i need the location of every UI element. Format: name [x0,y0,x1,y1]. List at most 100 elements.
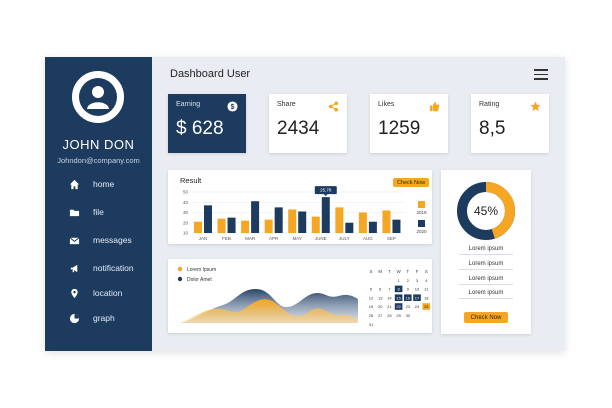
y-tick-label: 20 [183,220,189,225]
calendar-day[interactable]: 12 [369,295,374,300]
stat-card-rating[interactable]: Rating 8,5 [471,94,549,153]
y-tick-label: 50 [183,190,189,195]
legend-swatch-2019 [418,201,425,208]
legend-label: 2019 [416,210,427,215]
x-tick-label: JULY [339,236,350,241]
bar-2020-feb[interactable] [227,217,236,233]
calendar-day-highlight [413,294,421,301]
calendar-day[interactable]: 14 [387,295,392,300]
calendar-day[interactable]: 2 [407,278,410,283]
bar-2020-mar[interactable] [251,201,260,233]
share-icon [328,99,339,112]
calendar-day[interactable]: 18 [424,295,429,300]
dashboard-frame: JOHN DON Johndon@company.com home file m… [45,57,565,351]
list-item[interactable]: Lorem ipsum [459,290,513,299]
bar-2020-sep[interactable] [392,219,401,233]
legend-dot-navy [177,276,183,282]
stat-label: Rating [479,101,500,108]
avatar[interactable] [72,71,124,123]
stat-label: Likes [378,101,395,108]
stat-value: 2434 [277,118,320,139]
bar-2020-july[interactable] [345,222,354,233]
bar-2020-may[interactable] [298,211,307,233]
calendar-header: M [378,269,382,274]
user-icon [79,78,117,116]
calendar-day[interactable]: 5 [370,287,373,292]
bar-2019-apr[interactable] [264,219,273,233]
x-tick-label: MAR [245,236,256,241]
bar-2019-mar[interactable] [241,220,250,233]
list-item[interactable]: Lorem ipsum [459,276,513,285]
result-panel: Result Check Now JAN FEB MAR APR MAY JUNE JULY… [168,170,432,244]
bar-2020-aug[interactable] [368,221,377,233]
calendar-day[interactable]: 26 [369,313,374,318]
stat-card-likes[interactable]: Likes 1259 [370,94,448,153]
calendar-day[interactable]: 4 [425,278,428,283]
calendar-day[interactable]: 3 [416,278,419,283]
bar-2020-jan[interactable] [204,205,212,233]
calendar-day[interactable]: 21 [387,304,392,309]
bar-2020-june[interactable] [321,197,330,233]
stat-value: 1259 [378,118,421,139]
calendar-day[interactable]: 29 [396,313,401,318]
calendar-day[interactable]: 17 [415,295,420,300]
calendar-day[interactable]: 16 [406,295,411,300]
list-item[interactable]: Lorem ipsum [459,246,513,255]
sidebar-item-notification[interactable]: notification [67,259,147,277]
calendar-day[interactable]: 27 [378,313,383,318]
check-now-button[interactable]: Check Now [393,178,429,187]
calendar-day[interactable]: 31 [369,322,374,327]
calendar-header: W [396,269,401,274]
calendar-day[interactable]: 6 [379,287,382,292]
bar-2019-feb[interactable] [217,218,226,233]
calendar-day[interactable]: 15 [396,295,401,300]
bar-2019-june[interactable] [311,216,320,233]
calendar-day[interactable]: 13 [378,295,383,300]
calendar-day[interactable]: 30 [406,313,411,318]
sidebar-item-label: location [93,288,123,298]
user-email: Johndon@company.com [57,156,140,165]
calendar-day[interactable]: 1 [397,278,400,283]
bar-2019-jan[interactable] [194,221,202,233]
calendar-day[interactable]: 24 [415,304,420,309]
calendar-day[interactable]: 28 [387,313,392,318]
sidebar-item-home[interactable]: home [67,175,147,193]
donut-check-now-button[interactable]: Check Now [464,312,508,323]
calendar-day[interactable]: 22 [396,304,401,309]
sidebar-item-graph[interactable]: graph [67,309,147,327]
folder-icon [67,205,81,219]
user-name: JOHN DON [62,137,135,152]
calendar-day[interactable]: 25 [424,304,429,309]
calendar-day[interactable]: 11 [424,287,429,292]
dollar-icon: $ [227,99,238,112]
bar-2019-july[interactable] [335,207,344,233]
calendar-day[interactable]: 20 [378,304,383,309]
sidebar-item-label: home [93,179,115,189]
sidebar-item-location[interactable]: location [67,284,147,302]
bar-2019-may[interactable] [288,209,297,233]
envelope-icon [67,233,81,247]
y-tick-label: 30 [183,210,189,215]
bar-2020-apr[interactable] [274,207,283,233]
stat-card-earning[interactable]: Earning $ $ 628 [168,94,246,153]
hamburger-menu-button[interactable] [534,69,548,81]
sidebar-item-messages[interactable]: messages [67,231,147,249]
page-title: Dashboard User [170,68,251,80]
calendar-day[interactable]: 10 [415,287,420,292]
bar-2019-aug[interactable] [358,212,367,234]
stat-card-share[interactable]: Share 2434 [269,94,347,153]
list-item[interactable]: Lorem ipsum [459,261,513,270]
legend-label: 2020 [416,229,427,234]
pie-chart-icon [67,311,81,325]
location-pin-icon [67,286,81,300]
calendar-day[interactable]: 9 [407,287,410,292]
calendar-day[interactable]: 7 [388,287,391,292]
calendar-header: T [388,269,391,274]
calendar-day[interactable]: 23 [406,304,411,309]
sidebar-item-file[interactable]: file [67,203,147,221]
calendar-day[interactable]: 19 [369,304,374,309]
y-tick-label: 40 [183,200,189,205]
legend-label: Dolor Amet [187,277,212,283]
calendar-day[interactable]: 8 [397,287,400,292]
bar-2019-sep[interactable] [382,210,391,233]
